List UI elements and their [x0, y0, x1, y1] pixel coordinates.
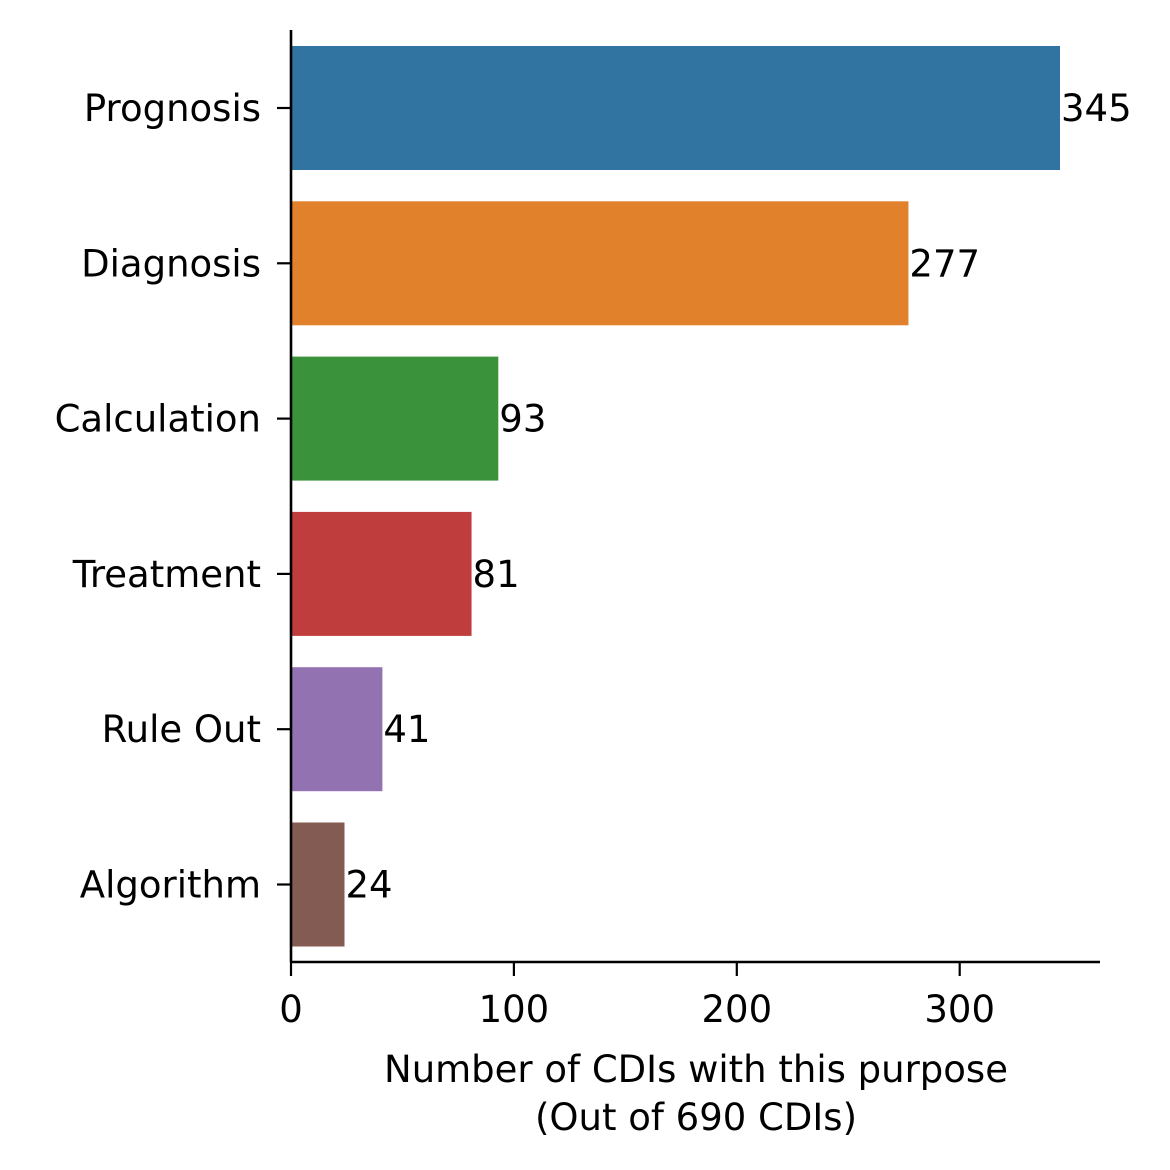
value-label-rule-out: 41 — [383, 708, 430, 751]
value-label-treatment: 81 — [473, 553, 520, 596]
bar-rule-out — [291, 667, 383, 792]
category-label-calculation: Calculation — [55, 398, 261, 441]
category-label-algorithm: Algorithm — [80, 864, 261, 907]
x-tick-label-0: 0 — [279, 988, 303, 1031]
bars-layer — [291, 46, 1060, 947]
x-axis: 0 100 200 300 — [279, 960, 1100, 1031]
value-label-diagnosis: 277 — [909, 242, 980, 285]
bar-treatment — [291, 511, 472, 636]
bar-algorithm — [291, 822, 345, 947]
value-label-algorithm: 24 — [345, 864, 392, 907]
category-label-diagnosis: Diagnosis — [81, 242, 261, 285]
x-tick-label-100: 100 — [479, 988, 550, 1031]
category-label-treatment: Treatment — [72, 553, 261, 596]
x-axis-title-line1: Number of CDIs with this purpose — [384, 1048, 1008, 1091]
bar-prognosis — [291, 46, 1060, 170]
value-labels-layer: 345 277 93 81 41 24 — [345, 87, 1131, 907]
category-label-rule-out: Rule Out — [102, 708, 261, 751]
x-tick-label-200: 200 — [701, 988, 772, 1031]
y-axis: Prognosis Diagnosis Calculation Treatment Ru… — [55, 30, 293, 962]
category-label-prognosis: Prognosis — [84, 87, 261, 130]
value-label-calculation: 93 — [499, 398, 546, 441]
value-label-prognosis: 345 — [1061, 87, 1132, 130]
bar-diagnosis — [291, 201, 909, 326]
x-axis-title-line2: (Out of 690 CDIs) — [535, 1096, 857, 1139]
bar-calculation — [291, 356, 499, 481]
x-tick-label-300: 300 — [924, 988, 995, 1031]
